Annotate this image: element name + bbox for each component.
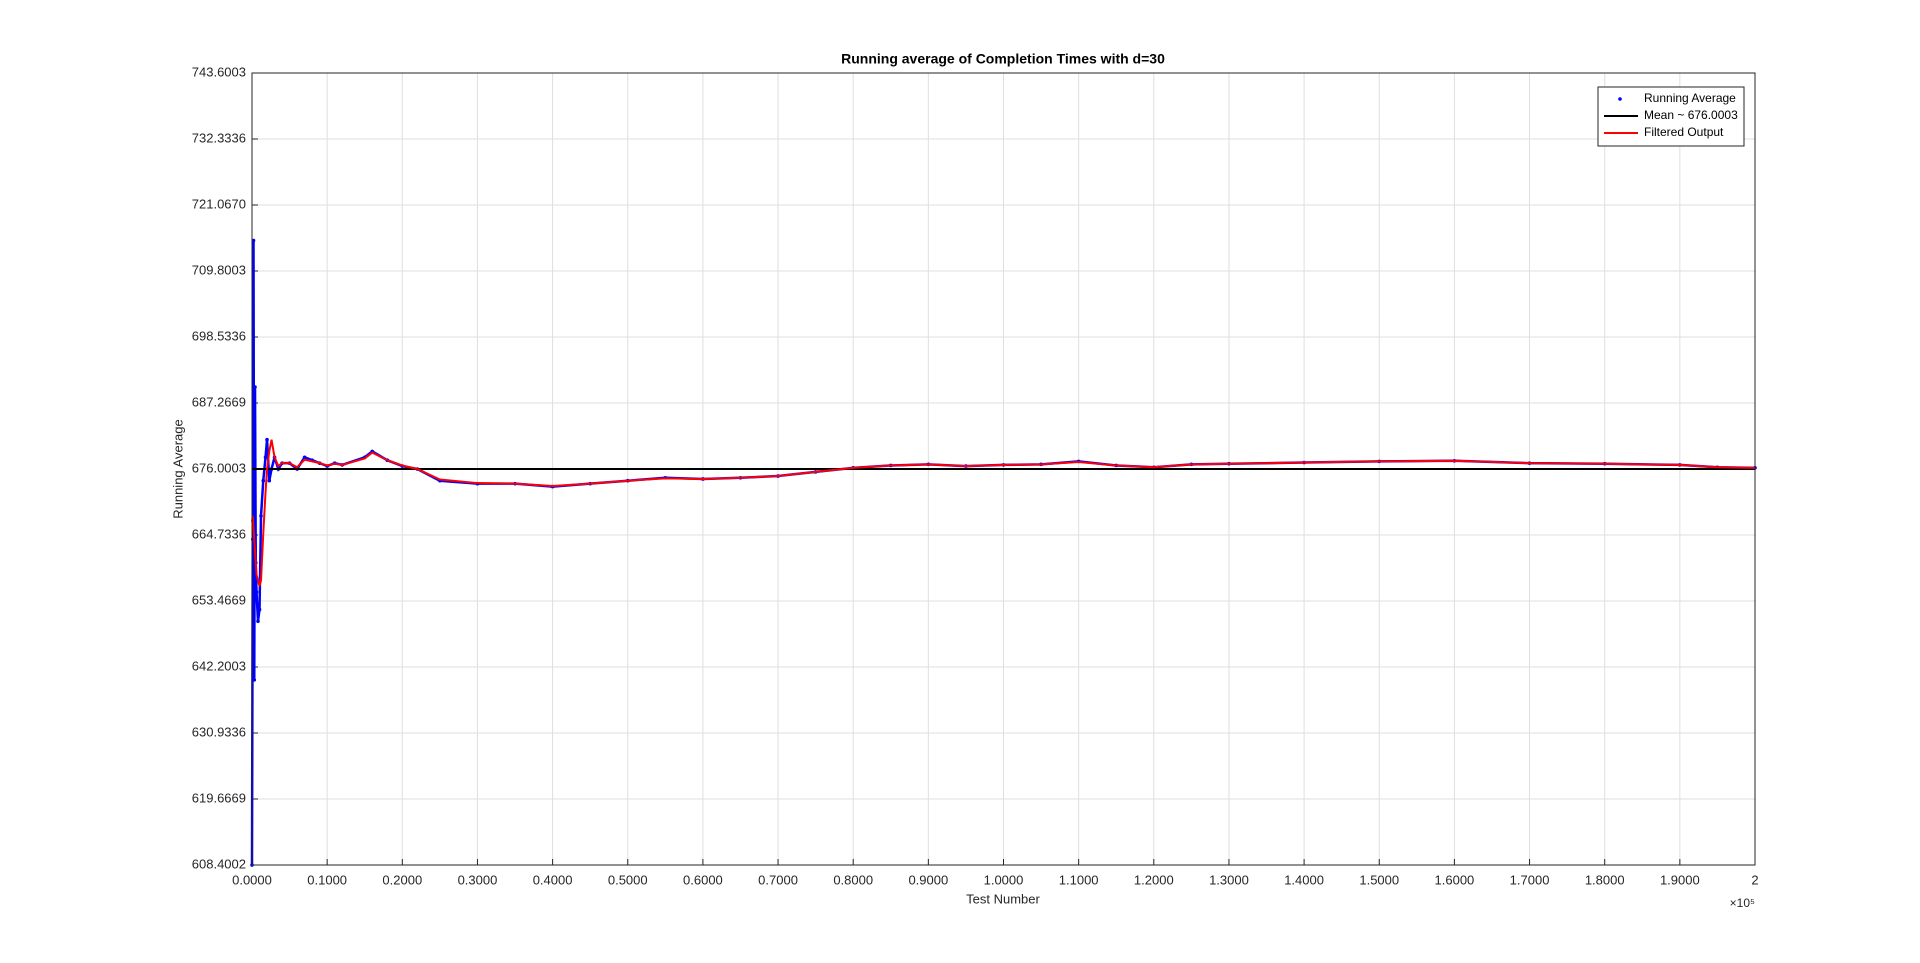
data-point	[251, 238, 256, 243]
x-tick-label: 0.8000	[833, 872, 873, 887]
legend-label: Filtered Output	[1644, 125, 1724, 139]
x-axis-label: Test Number	[966, 891, 1040, 906]
x-tick-label: 1.3000	[1209, 872, 1249, 887]
legend-label: Mean ~ 676.0003	[1644, 108, 1738, 122]
y-tick-label: 664.7336	[192, 526, 246, 541]
series-line	[251, 439, 1756, 587]
data-point	[261, 478, 266, 483]
x-tick-label: 0.1000	[307, 872, 347, 887]
data-point	[265, 437, 269, 442]
data-point	[263, 455, 268, 460]
legend-marker	[1618, 97, 1622, 101]
y-tick-label: 743.6003	[192, 64, 246, 79]
x-tick-label: 2	[1751, 872, 1758, 887]
data-point	[302, 455, 307, 460]
x-tick-label: 0.9000	[908, 872, 948, 887]
y-tick-label: 709.8003	[192, 262, 246, 277]
y-axis-label: Running Average	[170, 419, 185, 519]
data-point	[253, 385, 257, 389]
x-tick-label: 1.8000	[1585, 872, 1625, 887]
data-point	[256, 619, 260, 624]
data-point	[254, 590, 259, 594]
y-tick-label: 698.5336	[192, 328, 246, 343]
x-tick-label: 1.0000	[984, 872, 1024, 887]
y-tick-label: 608.4002	[192, 856, 246, 871]
x-tick-label: 0.7000	[758, 872, 798, 887]
y-tick-label: 642.2003	[192, 658, 246, 673]
chart-title: Running average of Completion Times with…	[841, 51, 1165, 67]
axes-box	[251, 72, 1756, 866]
data-point	[259, 514, 263, 518]
x-tick-label: 0.5000	[608, 872, 648, 887]
y-tick-label: 687.2669	[192, 394, 246, 409]
x-tick-label: 0.0000	[232, 872, 272, 887]
y-tick-label: 732.3336	[192, 130, 246, 145]
y-tick-label: 676.0003	[192, 460, 246, 475]
x-tick-label: 0.3000	[458, 872, 498, 887]
x-tick-label: 0.6000	[683, 872, 723, 887]
x-tick-label: 1.9000	[1660, 872, 1700, 887]
data-point	[252, 678, 257, 682]
y-tick-label: 721.0670	[192, 196, 246, 211]
x-tick-label: 0.4000	[533, 872, 573, 887]
data-point	[257, 607, 262, 612]
x-exponent-label: ×10⁵	[1730, 896, 1755, 910]
x-tick-label: 0.2000	[382, 872, 422, 887]
x-tick-label: 1.4000	[1284, 872, 1324, 887]
y-tick-label: 630.9336	[192, 724, 246, 739]
x-tick-label: 1.1000	[1059, 872, 1099, 887]
data-point	[267, 478, 272, 483]
x-tick-label: 1.7000	[1510, 872, 1550, 887]
x-tick-label: 1.5000	[1359, 872, 1399, 887]
legend-label: Running Average	[1644, 91, 1736, 105]
y-tick-label: 653.4669	[192, 592, 246, 607]
y-tick-label: 619.6669	[192, 790, 246, 805]
x-tick-label: 1.2000	[1134, 872, 1174, 887]
x-tick-label: 1.6000	[1435, 872, 1475, 887]
